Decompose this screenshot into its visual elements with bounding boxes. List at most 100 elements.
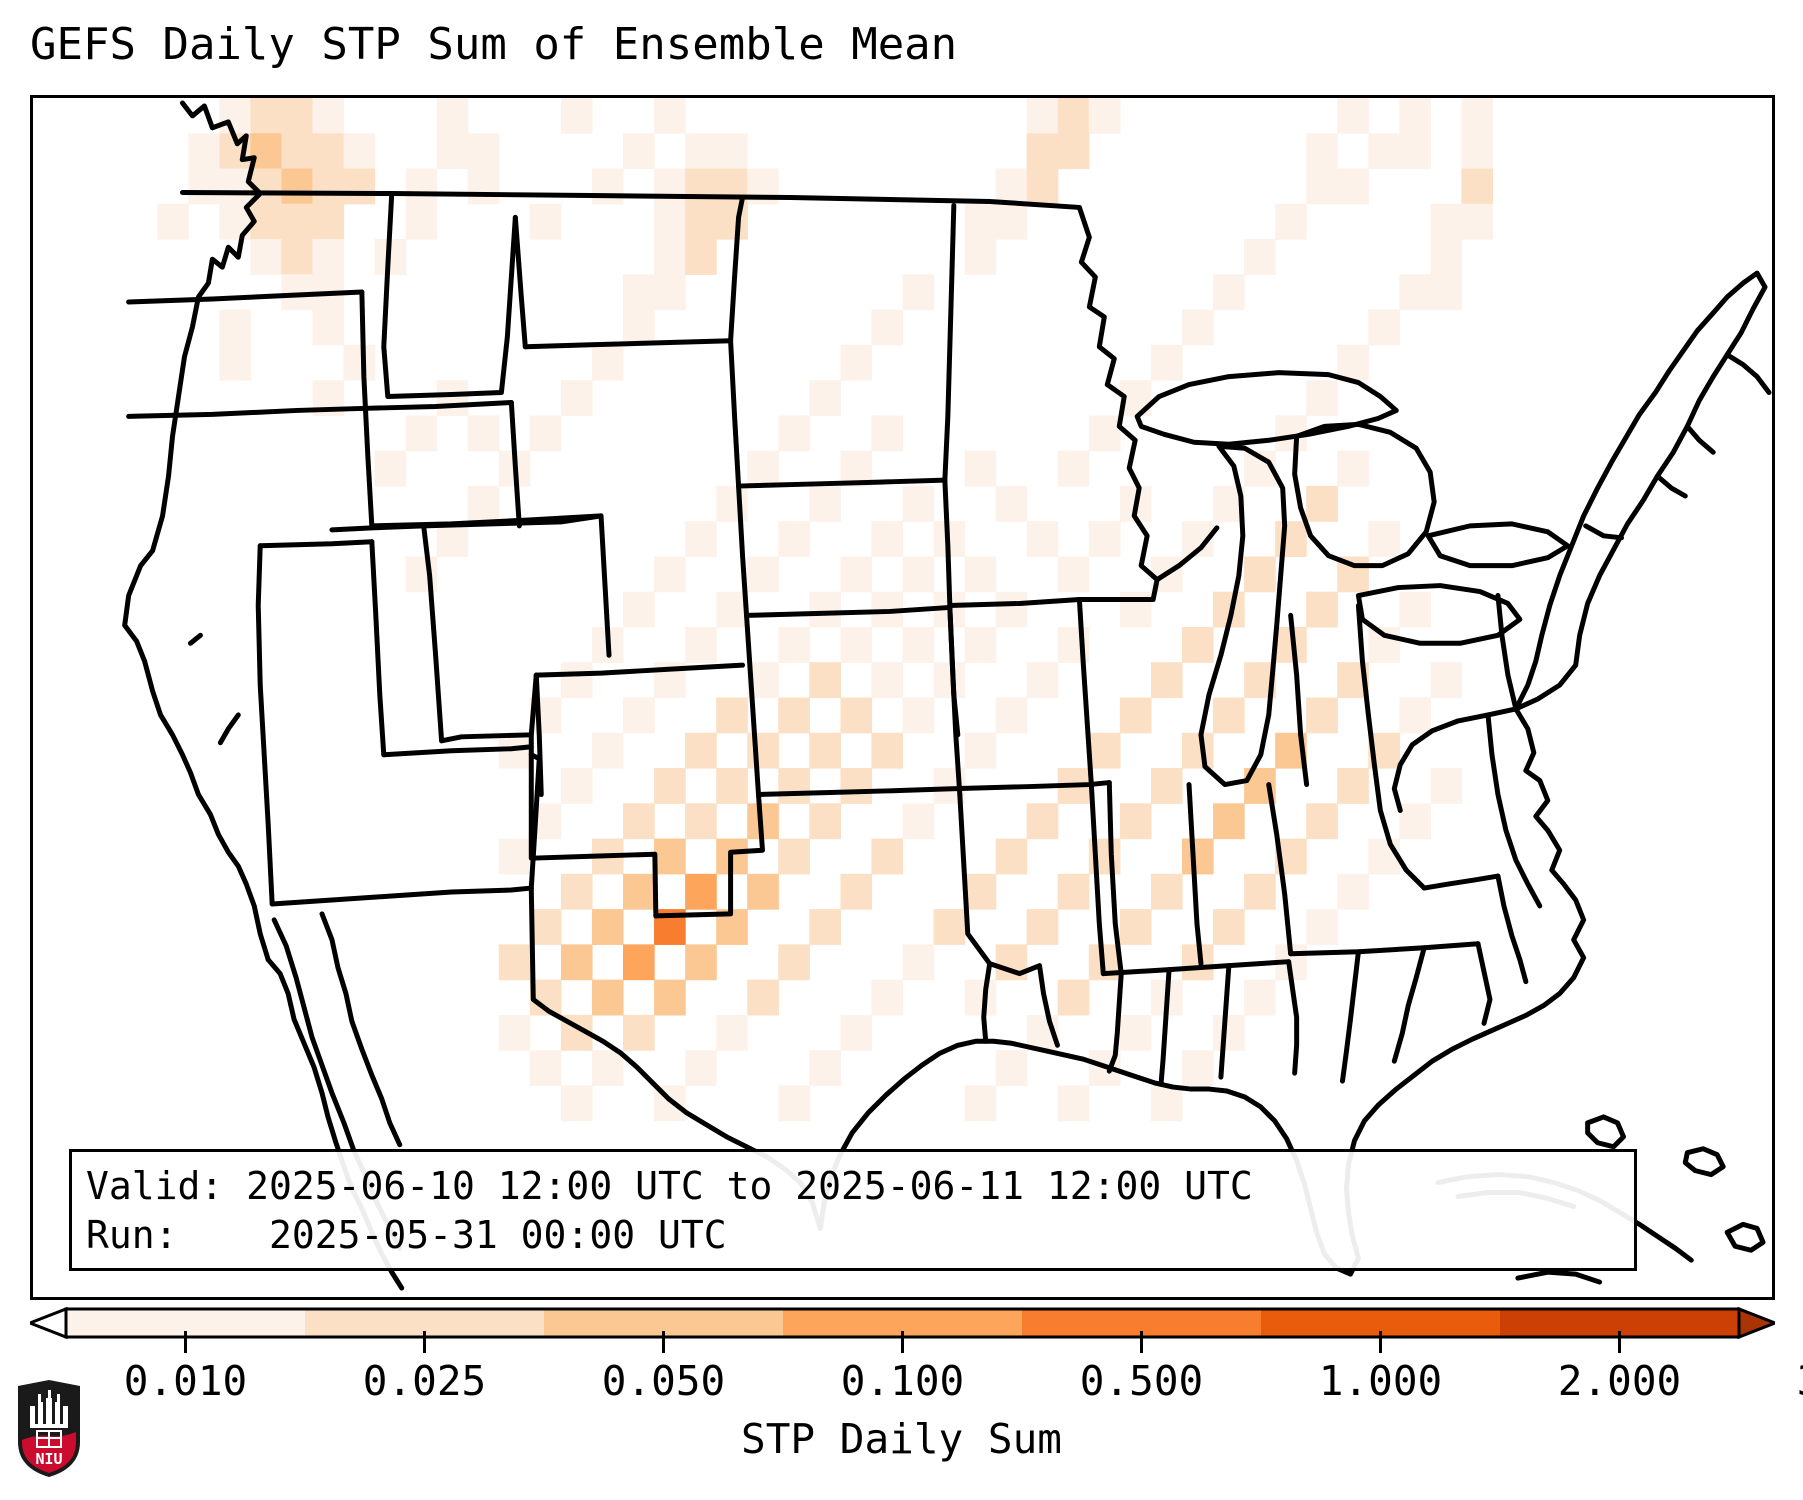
stp-cell (685, 521, 717, 558)
stp-cell (871, 838, 904, 875)
stp-cell (1057, 556, 1090, 593)
stp-cell (685, 732, 717, 769)
stp-cell (809, 732, 841, 769)
stp-cell (902, 556, 935, 593)
stp-cell (591, 909, 624, 945)
stp-cell (188, 133, 220, 170)
stp-cell (685, 1050, 717, 1087)
stp-cell (281, 133, 314, 170)
stp-cell (1150, 1085, 1183, 1122)
stp-cell (1057, 450, 1090, 487)
stp-cell (840, 556, 873, 593)
stp-cell (1088, 415, 1121, 452)
stp-cell (312, 98, 345, 134)
stp-cell (685, 873, 717, 910)
stp-cell (1057, 133, 1090, 170)
stp-cell (250, 133, 283, 170)
stp-cell (778, 626, 810, 663)
stp-cell (343, 168, 376, 205)
stp-cell (436, 98, 469, 134)
stp-cell (623, 873, 655, 910)
stp-cell (1026, 98, 1059, 134)
stp-cell (685, 803, 717, 840)
stp-cell (1181, 838, 1214, 875)
stp-cell (964, 239, 997, 275)
stp-cell (281, 168, 314, 205)
stp-cell (343, 133, 376, 170)
stp-cell (778, 697, 810, 734)
stp-cell (623, 133, 655, 170)
stp-cell (219, 309, 251, 346)
stp-cell (995, 1050, 1028, 1087)
stp-cell (1399, 98, 1432, 134)
stp-cell (1088, 98, 1121, 134)
stp-cell (529, 415, 562, 452)
colorbar-tick (423, 1331, 426, 1353)
stp-cell (1306, 133, 1338, 170)
stp-cell (1337, 168, 1369, 205)
stp-cell (1306, 168, 1338, 205)
stp-cell (809, 1050, 841, 1087)
stp-cell (405, 168, 438, 205)
stp-cell (933, 909, 966, 945)
stp-cell (964, 626, 997, 663)
stp-cell (1088, 521, 1121, 558)
stp-cell (685, 626, 717, 663)
stp-cell (933, 662, 966, 699)
stp-cell (1181, 626, 1214, 663)
stp-cell (964, 556, 997, 593)
stp-cell (654, 979, 686, 1016)
stp-cell (1368, 838, 1400, 875)
stp-cell (747, 450, 779, 487)
stp-cell (436, 133, 469, 170)
stp-cell (591, 168, 624, 205)
stp-cell (654, 168, 686, 205)
colorbar-tick (1140, 1331, 1143, 1353)
stp-cell (1119, 803, 1152, 840)
stp-cell (1026, 662, 1059, 699)
stp-cell (747, 873, 779, 910)
map-canvas (122, 98, 1772, 1291)
stp-cell (591, 979, 624, 1016)
stp-cell (1399, 697, 1432, 734)
stp-cell (1461, 168, 1494, 205)
stp-cell (654, 239, 686, 275)
stp-cell (436, 380, 469, 416)
stp-cell (1026, 133, 1059, 170)
stp-cell (188, 168, 220, 205)
colorbar-ticks (30, 1331, 1775, 1355)
stp-cell (1337, 450, 1369, 487)
stp-cell (716, 203, 748, 240)
stp-cell (219, 344, 251, 381)
stp-cell (995, 838, 1028, 875)
stp-cell (809, 803, 841, 840)
stp-cell (623, 309, 655, 346)
stp-cell (902, 274, 935, 311)
stp-cell (1430, 239, 1463, 275)
stp-cell (591, 1050, 624, 1087)
info-annotation-box: Valid: 2025-06-10 12:00 UTC to 2025-06-1… (69, 1149, 1637, 1271)
stp-cell (685, 133, 717, 170)
stp-cell (964, 450, 997, 487)
stp-cell (995, 485, 1028, 522)
stp-cell (964, 873, 997, 910)
stp-cell (840, 1014, 873, 1051)
stp-cell (747, 979, 779, 1016)
colorbar-tick-label: 0.050 (601, 1357, 726, 1405)
colorbar-title: STP Daily Sum (741, 1415, 1062, 1463)
colorbar-tick-label: 0.010 (123, 1357, 248, 1405)
stp-cell (1461, 203, 1494, 240)
stp-cell (685, 203, 717, 240)
stp-cell (591, 344, 624, 381)
stp-cell (498, 944, 531, 981)
stp-cell (902, 485, 935, 522)
stp-cell (995, 168, 1028, 205)
stp-cell (498, 838, 531, 875)
stp-cell (1430, 203, 1463, 240)
valid-time-line: Valid: 2025-06-10 12:00 UTC to 2025-06-1… (86, 1164, 1253, 1208)
stp-cell (840, 344, 873, 381)
stp-cell (778, 768, 810, 804)
stp-data-cells (157, 98, 1494, 1122)
stp-cell (343, 344, 376, 381)
stp-cell (1057, 98, 1090, 134)
